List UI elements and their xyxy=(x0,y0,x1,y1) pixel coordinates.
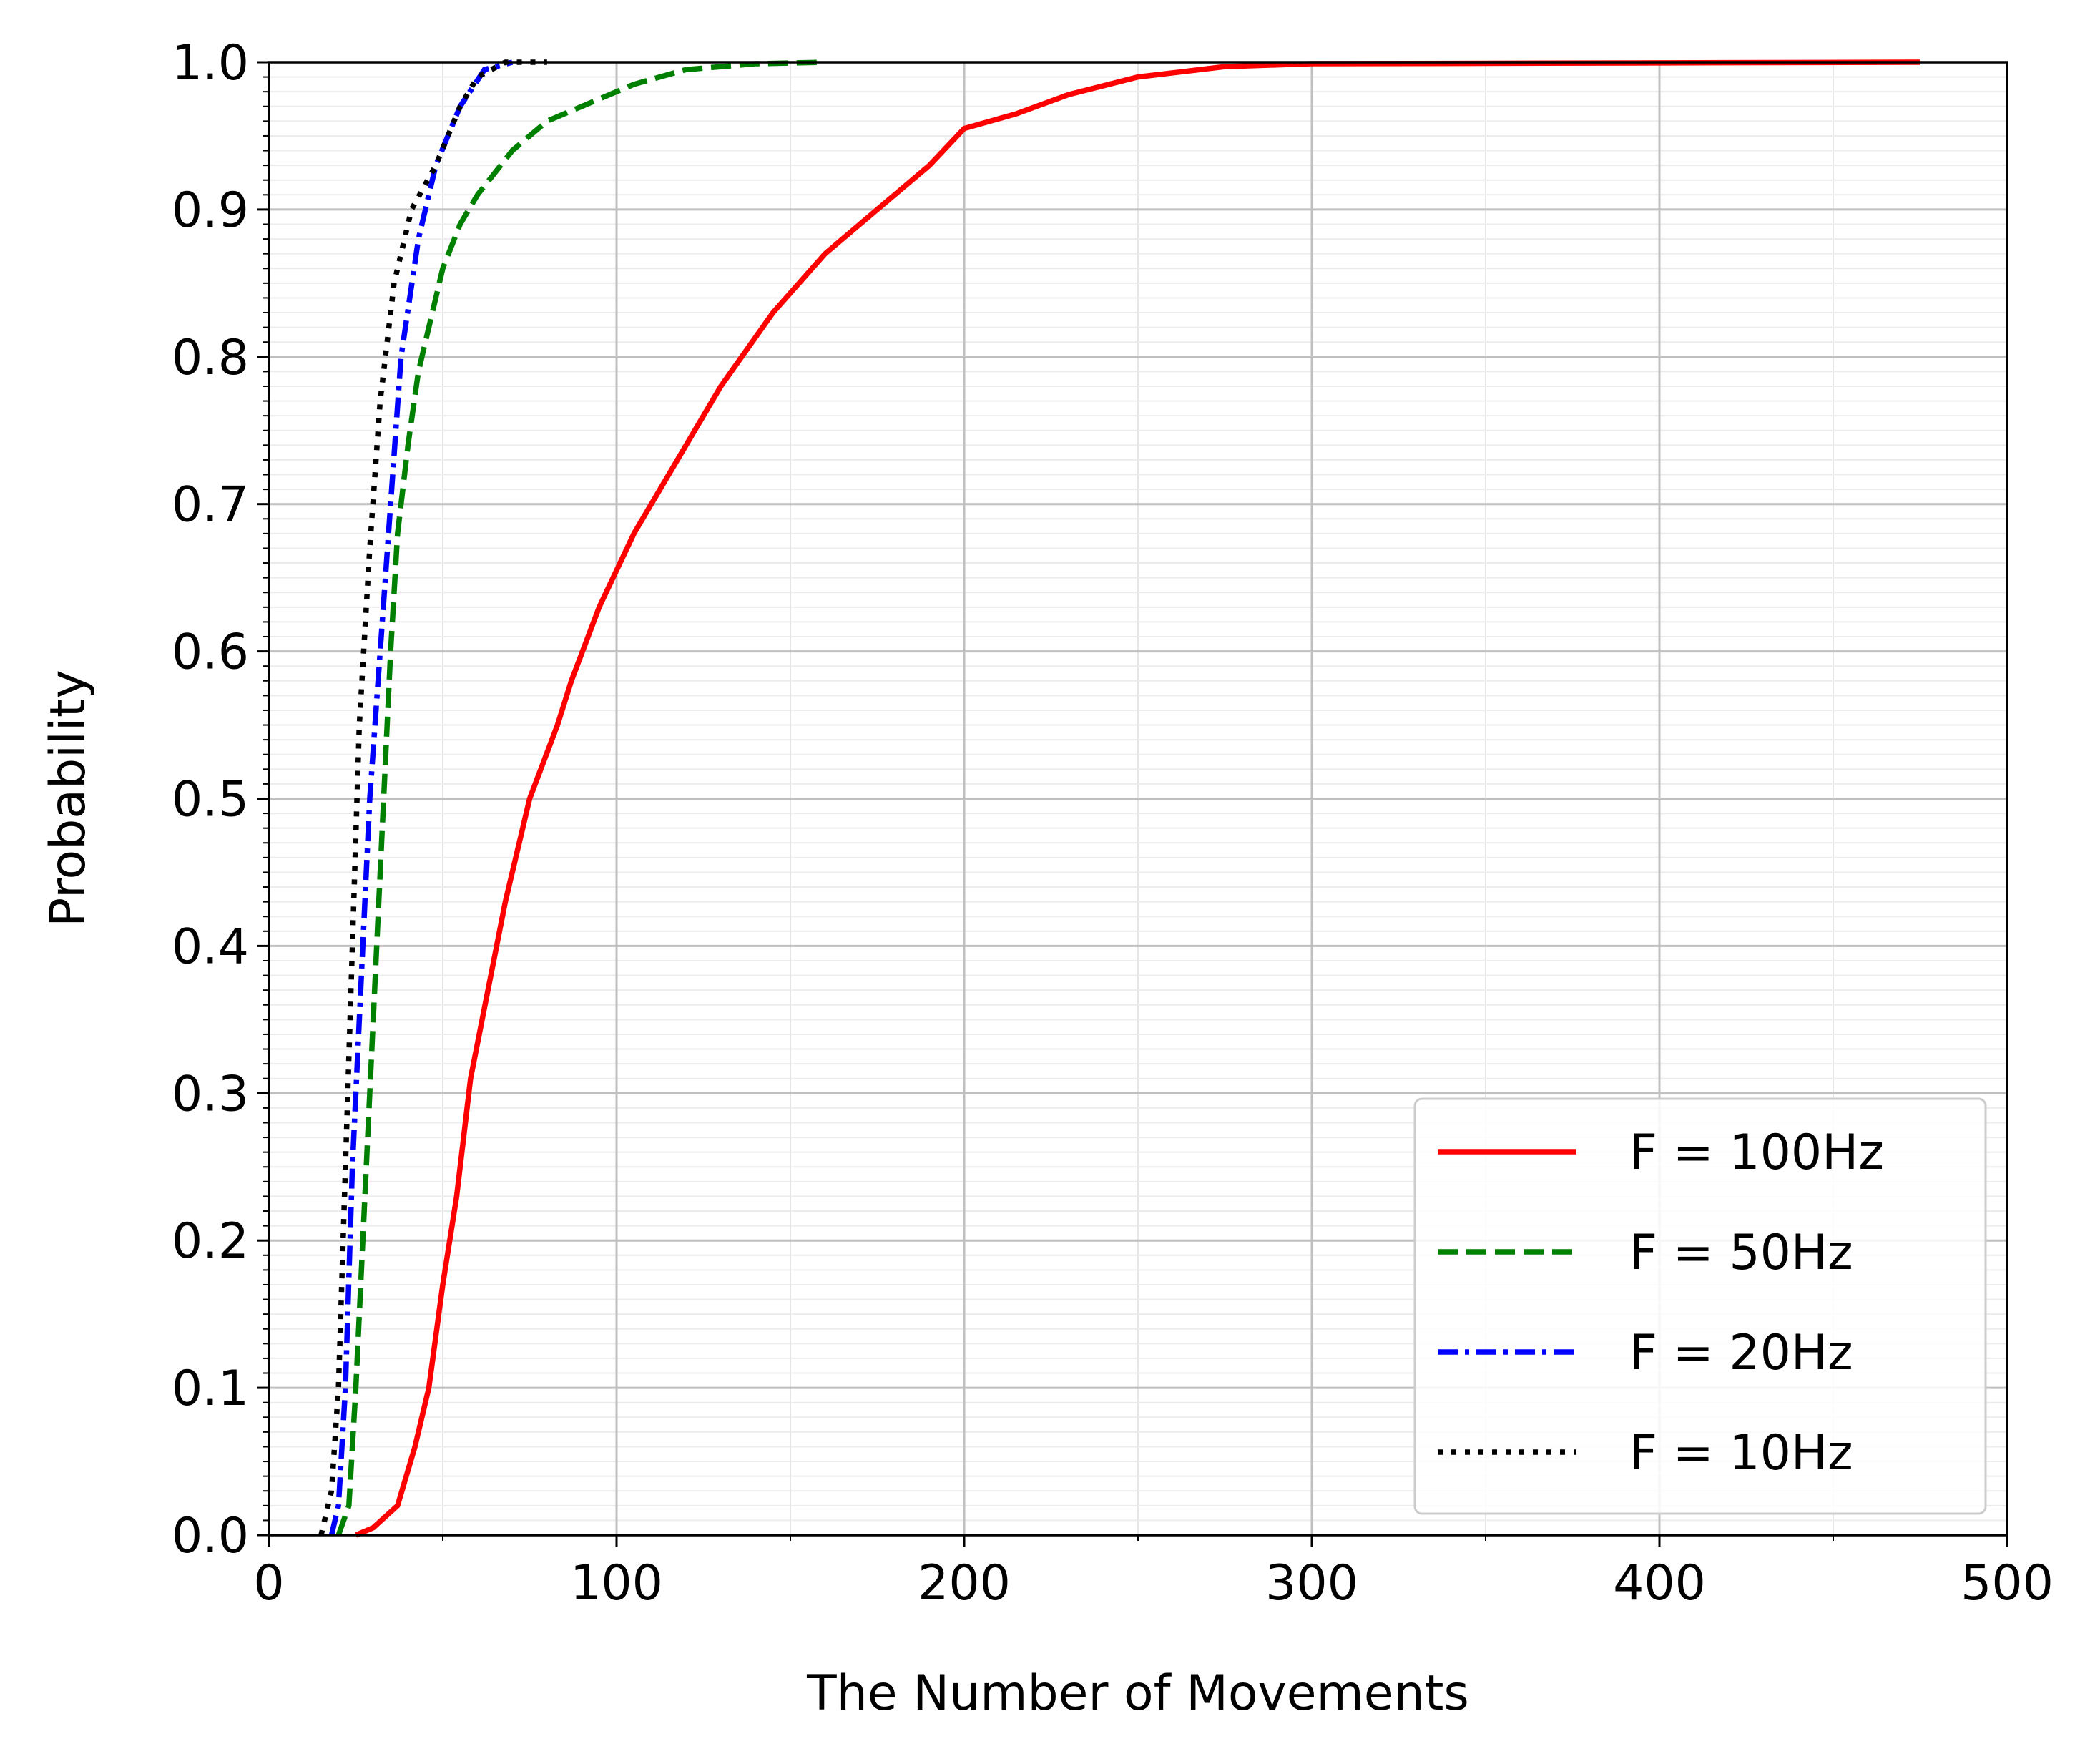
y-tick-label: 0.5 xyxy=(172,772,249,828)
x-tick-label: 400 xyxy=(1613,1555,1706,1612)
data-line xyxy=(355,59,1920,1538)
y-tick-label: 0.2 xyxy=(172,1213,249,1270)
x-tick-label: 200 xyxy=(918,1555,1011,1612)
y-tick-label: 0.9 xyxy=(172,182,249,239)
y-tick-label: 0.3 xyxy=(172,1066,249,1122)
y-tick-label: 1.0 xyxy=(172,35,249,92)
x-tick-label: 100 xyxy=(570,1555,663,1612)
x-tick-label: 0 xyxy=(253,1555,284,1612)
data-line xyxy=(318,59,547,1536)
data-line xyxy=(335,59,825,1537)
legend-label: F = 50Hz xyxy=(1629,1225,1853,1281)
y-tick-label: 0.7 xyxy=(172,477,249,534)
legend-label: F = 20Hz xyxy=(1629,1325,1853,1381)
y-tick-label: 0.1 xyxy=(172,1361,249,1417)
legend-label: F = 100Hz xyxy=(1629,1124,1884,1181)
legend: F = 100Hz F = 50Hz F = 20Hz F = 10Hz xyxy=(1413,1097,1987,1515)
x-tick-label: 300 xyxy=(1265,1555,1358,1612)
y-tick-label: 0.8 xyxy=(172,330,249,386)
legend-label: F = 10Hz xyxy=(1629,1425,1853,1481)
y-tick-label: 0.4 xyxy=(172,918,249,975)
x-axis-label: The Number of Movements xyxy=(806,1665,1469,1722)
y-tick-label: 0.6 xyxy=(172,624,249,681)
y-axis-label: Probability xyxy=(40,670,97,926)
x-tick-label: 500 xyxy=(1961,1555,2054,1612)
plot-frame xyxy=(268,61,2008,1537)
data-line xyxy=(328,59,514,1536)
legend-box xyxy=(1413,1097,1987,1515)
y-tick-label: 0.0 xyxy=(172,1508,249,1564)
